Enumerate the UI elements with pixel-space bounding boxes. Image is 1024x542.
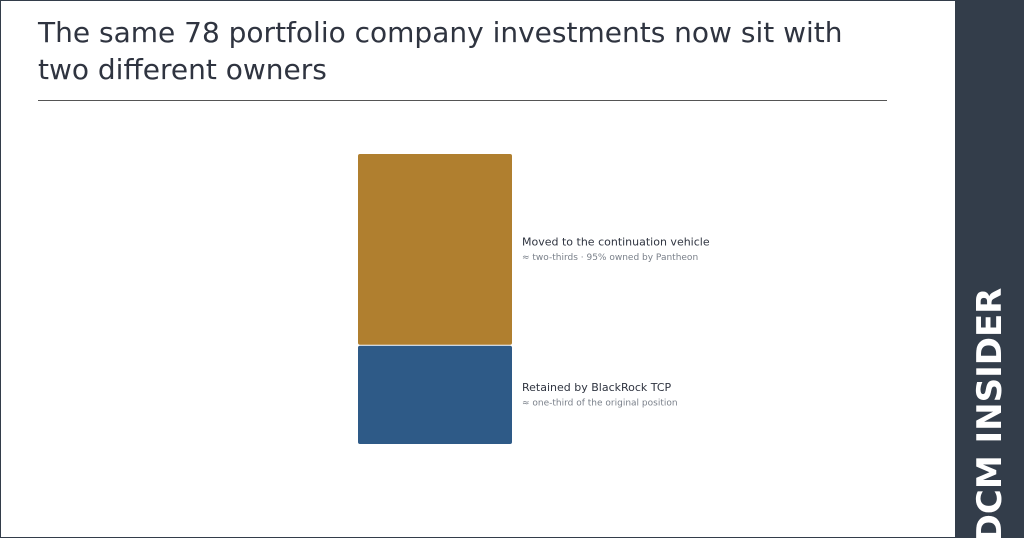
title-rule (38, 100, 887, 101)
chart: Retained by BlackRock TCP ≈ one-third of … (358, 154, 710, 444)
segment-label: Retained by BlackRock TCP (522, 381, 672, 394)
chart-title: The same 78 portfolio company investment… (38, 16, 843, 86)
brand: DCM INSIDER (970, 287, 1010, 542)
sidebar (955, 0, 1024, 538)
segment-note: ≈ two-thirds · 95% owned by Pantheon (522, 253, 698, 263)
segment-note: ≈ one-third of the original position (522, 398, 678, 408)
bar-segment (358, 345, 512, 444)
bar-segment (358, 154, 512, 345)
segment-label: Moved to the continuation vehicle (522, 235, 710, 248)
